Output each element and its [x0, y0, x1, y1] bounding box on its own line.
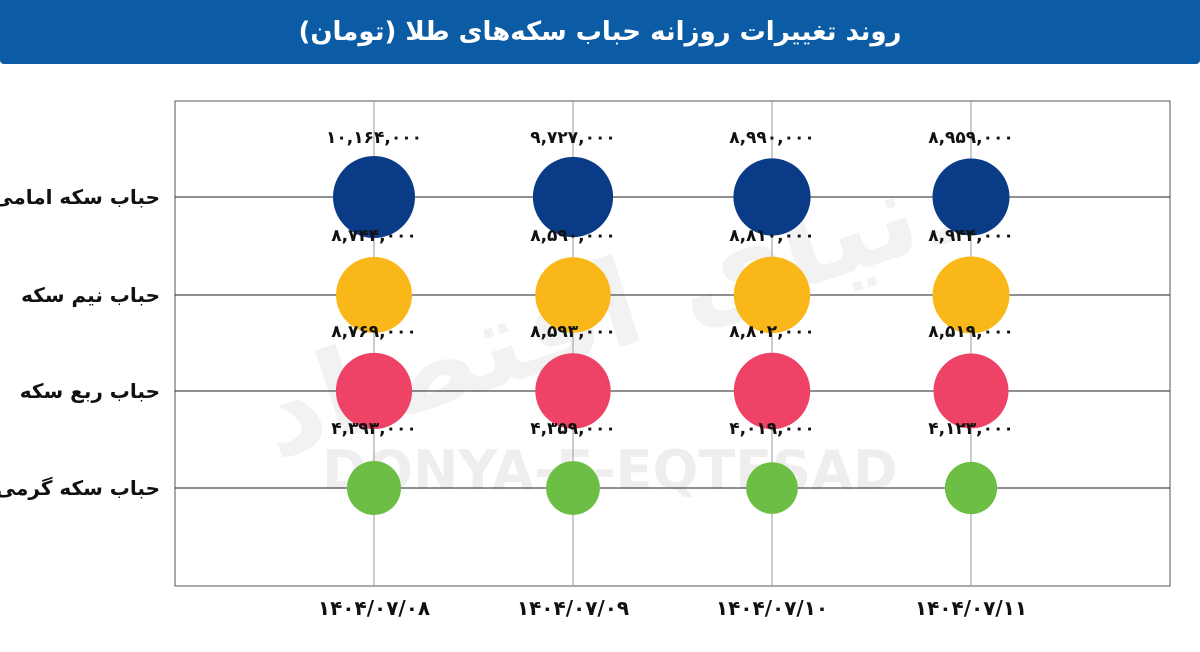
- x-tick-label: ۱۴۰۴/۰۷/۰۸: [318, 596, 430, 620]
- data-label: ۴,۰۱۹,۰۰۰: [729, 419, 815, 439]
- data-label: ۸,۵۹۳,۰۰۰: [530, 322, 616, 342]
- bubble: [336, 257, 412, 333]
- bubble: [932, 256, 1010, 334]
- data-label: ۱۰,۱۶۴,۰۰۰: [326, 128, 422, 148]
- series-label: حباب سکه گرمی: [0, 476, 160, 500]
- data-label: ۸,۹۴۴,۰۰۰: [928, 226, 1014, 246]
- data-label: ۸,۵۱۹,۰۰۰: [928, 322, 1014, 342]
- data-label: ۸,۹۹۰,۰۰۰: [729, 128, 815, 148]
- row-labels: حباب سکه امامی حباب نیم سکه حباب ربع سکه حب…: [0, 185, 160, 500]
- bubble: [944, 461, 998, 515]
- series-label: حباب ربع سکه: [20, 379, 160, 403]
- data-label: ۴,۳۵۹,۰۰۰: [530, 419, 616, 439]
- chart-title: روند تغییرات روزانه حباب سکه‌های طلا (تو…: [298, 17, 902, 47]
- bubble: [546, 461, 600, 515]
- bubble: [733, 352, 811, 430]
- watermark-latin-text: DONYA-E-EQTESAD: [322, 439, 897, 502]
- chart-area: DONYA-E-EQTESAD دنیای اقتصاد حباب سکه ام…: [0, 64, 1200, 647]
- data-label: ۸,۷۴۴,۰۰۰: [331, 226, 417, 246]
- x-tick-label: ۱۴۰۴/۰۷/۱۱: [915, 596, 1027, 620]
- data-label: ۸,۸۰۲,۰۰۰: [729, 322, 815, 342]
- bubble: [932, 158, 1010, 236]
- series-label: حباب سکه امامی: [0, 185, 160, 209]
- bubble: [335, 352, 413, 430]
- data-label: ۹,۷۲۷,۰۰۰: [530, 128, 616, 148]
- bubble-chart: DONYA-E-EQTESAD دنیای اقتصاد حباب سکه ام…: [0, 100, 1171, 620]
- series-label: حباب نیم سکه: [21, 283, 160, 307]
- x-axis-labels: ۱۴۰۴/۰۷/۰۸ ۱۴۰۴/۰۷/۰۹ ۱۴۰۴/۰۷/۱۰ ۱۴۰۴/۰۷/۱۱: [318, 596, 1027, 620]
- bubble: [933, 353, 1009, 429]
- bubble: [733, 256, 811, 334]
- x-tick-label: ۱۴۰۴/۰۷/۰۹: [517, 596, 629, 620]
- data-label: ۴,۳۹۳,۰۰۰: [331, 419, 417, 439]
- bubble: [733, 158, 811, 236]
- data-label: ۸,۸۱۰,۰۰۰: [729, 226, 815, 246]
- data-label: ۸,۷۶۹,۰۰۰: [331, 322, 417, 342]
- bubble: [535, 353, 611, 429]
- bubble: [746, 462, 798, 514]
- bubble: [333, 156, 415, 238]
- chart-header: روند تغییرات روزانه حباب سکه‌های طلا (تو…: [0, 0, 1200, 64]
- bubble: [535, 257, 611, 333]
- x-tick-label: ۱۴۰۴/۰۷/۱۰: [716, 596, 828, 620]
- bubble: [532, 156, 614, 238]
- bubble: [347, 461, 401, 515]
- value-labels: ۱۰,۱۶۴,۰۰۰ ۹,۷۲۷,۰۰۰ ۸,۹۹۰,۰۰۰ ۸,۹۵۹,۰۰۰ ۸,۷…: [326, 128, 1014, 439]
- data-label: ۴,۱۲۳,۰۰۰: [928, 419, 1014, 439]
- data-label: ۸,۹۵۹,۰۰۰: [928, 128, 1014, 148]
- plot-frame: [174, 100, 1171, 587]
- bubbles: [333, 156, 1010, 515]
- data-label: ۸,۵۹۰,۰۰۰: [530, 226, 616, 246]
